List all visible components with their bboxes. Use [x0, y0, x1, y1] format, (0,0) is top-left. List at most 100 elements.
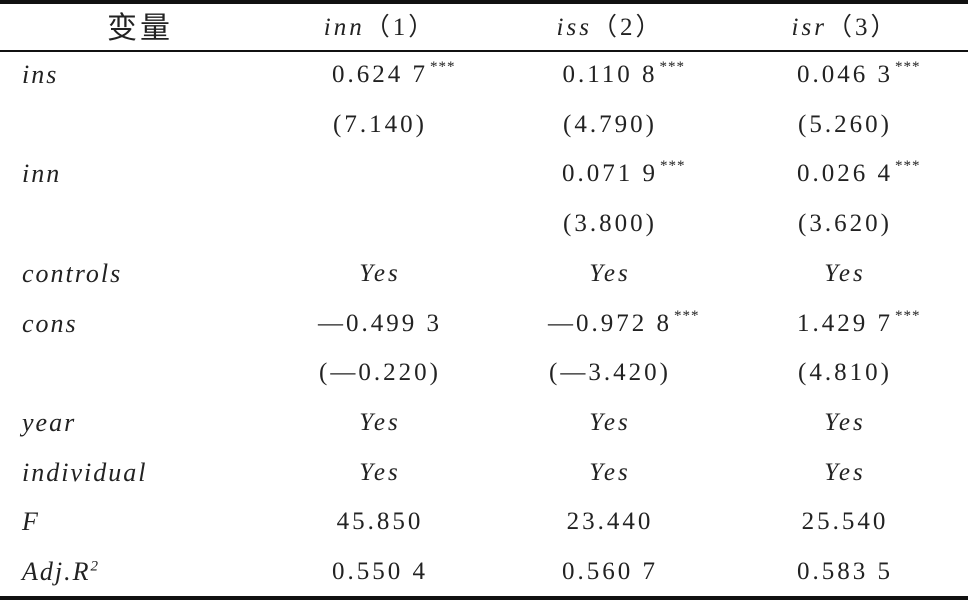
cell: 0.046 3 ***	[797, 59, 921, 89]
cell-text: Yes	[589, 458, 631, 486]
cell: 0.026 4 ***	[797, 158, 921, 188]
row-label: F	[22, 507, 40, 537]
header-var: isr	[791, 14, 827, 41]
significance-stars: ***	[430, 59, 456, 75]
cell-text: Yes	[359, 259, 401, 287]
significance-stars: ***	[674, 307, 700, 324]
label-text: Adj.R	[22, 557, 91, 586]
label-text: year	[22, 407, 77, 437]
cell-text: Yes	[824, 458, 866, 486]
cell: 23.440	[567, 508, 654, 536]
cell: 0.550 4	[332, 558, 428, 586]
cell: Yes	[359, 260, 400, 288]
label-text: F	[22, 507, 40, 537]
cell-text: 25.540	[801, 508, 889, 536]
label-text: inn	[22, 159, 62, 189]
header-cell: iss（2）	[557, 7, 664, 43]
top-rule	[0, 0, 968, 4]
significance-stars: ***	[895, 59, 921, 75]
row-label: year	[22, 408, 76, 438]
cell: (7.140)	[333, 111, 427, 139]
significance-stars: ***	[660, 158, 686, 175]
row-label: cons	[22, 309, 78, 339]
header-var: inn	[323, 14, 365, 41]
cell: Yes	[589, 459, 630, 487]
cell-text: Yes	[589, 408, 631, 436]
cell-text: 0.110 8 ***	[562, 59, 686, 88]
cell-text: 0.071 9 ***	[562, 158, 686, 188]
row-label: individual	[22, 458, 147, 488]
cell-text: 1.429 7 ***	[797, 307, 921, 337]
cell: (—0.220)	[319, 359, 441, 387]
header-text: 变量	[107, 12, 173, 45]
header-num: （2）	[591, 14, 664, 41]
cell: Yes	[359, 409, 400, 437]
significance-stars: ***	[895, 158, 921, 175]
row-label: Adj.R2	[22, 557, 100, 587]
cell: (3.620)	[798, 210, 892, 238]
header-rule	[0, 50, 968, 52]
cell: (—3.420)	[549, 359, 671, 387]
cell: Yes	[824, 459, 865, 487]
cell: Yes	[824, 409, 865, 437]
cell-text: Yes	[359, 408, 401, 436]
cell: (4.790)	[563, 111, 657, 139]
cell-text: (4.790)	[563, 110, 657, 138]
cell-text: —0.499 3	[318, 309, 442, 337]
cell-text: (—3.420)	[549, 359, 671, 387]
cell: 25.540	[802, 508, 889, 536]
cell: (3.800)	[563, 210, 657, 238]
cell: 0.110 8 ***	[562, 59, 686, 89]
cell-text: (4.810)	[798, 359, 892, 387]
cell-text: Yes	[589, 259, 631, 287]
cell-text: Yes	[824, 259, 866, 287]
cell: Yes	[589, 409, 630, 437]
cell-text: (5.260)	[798, 110, 892, 138]
significance-stars: ***	[659, 59, 686, 75]
header-cell: 变量	[107, 3, 173, 47]
cell-text: —0.972 8 ***	[548, 307, 700, 337]
cell: (5.260)	[798, 111, 892, 139]
cell-text: 0.560 7	[562, 558, 658, 585]
cell: —0.972 8 ***	[548, 307, 700, 338]
label-text: ins	[22, 60, 59, 89]
label-text: individual	[22, 457, 148, 487]
header-cell: isr（3）	[792, 7, 899, 43]
cell: —0.499 3	[318, 310, 442, 338]
cell-text: 0.026 4 ***	[797, 158, 921, 188]
row-label: controls	[22, 259, 122, 289]
header-num: （1）	[364, 14, 437, 41]
cell-text: (3.800)	[563, 210, 657, 238]
header-cell: inn（1）	[324, 7, 436, 43]
cell-text: Yes	[359, 458, 401, 486]
cell: Yes	[824, 260, 865, 288]
cell: 0.071 9 ***	[562, 158, 686, 188]
label-text: controls	[22, 258, 123, 288]
cell: 0.624 7 ***	[332, 59, 456, 89]
cell-text: 0.583 5	[797, 558, 893, 585]
cell-text: 45.850	[336, 508, 424, 536]
cell: Yes	[359, 459, 400, 487]
header-num: （3）	[826, 14, 899, 41]
cell: 45.850	[337, 508, 424, 536]
cell-text: 0.046 3 ***	[797, 59, 921, 88]
cell: (4.810)	[798, 359, 892, 387]
header-var: iss	[556, 14, 592, 41]
cell: 0.583 5	[797, 558, 893, 586]
label-sup: 2	[90, 558, 100, 575]
label-text: cons	[22, 308, 78, 338]
row-label: ins	[22, 60, 58, 90]
cell-text: Yes	[824, 408, 866, 436]
cell: Yes	[589, 260, 630, 288]
cell-text: 0.624 7 ***	[332, 59, 456, 88]
cell-text: (7.140)	[333, 110, 427, 138]
significance-stars: ***	[895, 307, 921, 324]
bottom-rule	[0, 596, 968, 600]
row-label: inn	[22, 159, 61, 189]
cell-text: (—0.220)	[319, 359, 441, 387]
cell-text: 23.440	[566, 508, 654, 536]
cell-text: (3.620)	[798, 210, 892, 238]
cell-text: 0.550 4	[332, 558, 428, 585]
cell: 1.429 7 ***	[797, 307, 921, 338]
